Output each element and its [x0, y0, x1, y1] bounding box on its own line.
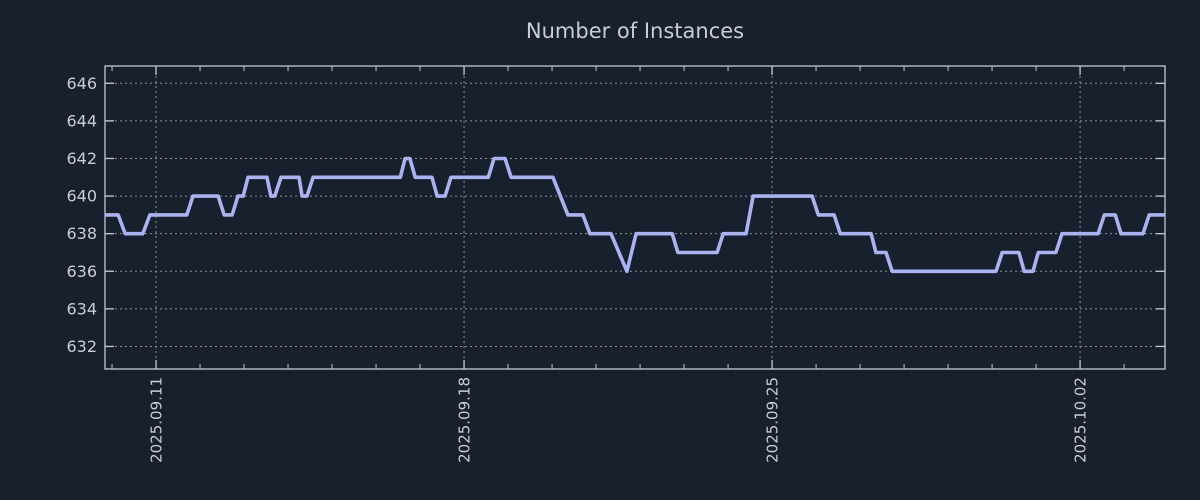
x-tick-label: 2025.09.25 [764, 377, 782, 463]
y-tick-label: 636 [66, 262, 97, 281]
y-tick-label: 644 [66, 111, 97, 130]
y-tick-label: 634 [66, 299, 97, 318]
chart-title: Number of Instances [526, 19, 744, 43]
plot-border [104, 65, 1166, 370]
y-tick-label: 646 [66, 74, 97, 93]
y-tick-label: 638 [66, 224, 97, 243]
y-tick-label: 632 [66, 337, 97, 356]
x-tick-label: 2025.09.18 [456, 377, 474, 463]
x-tick-label: 2025.09.11 [148, 377, 166, 463]
y-tick-label: 640 [66, 187, 97, 206]
x-tick-label: 2025.10.02 [1072, 377, 1090, 463]
series-line-instances [105, 156, 1165, 274]
y-tick-label: 642 [66, 149, 97, 168]
